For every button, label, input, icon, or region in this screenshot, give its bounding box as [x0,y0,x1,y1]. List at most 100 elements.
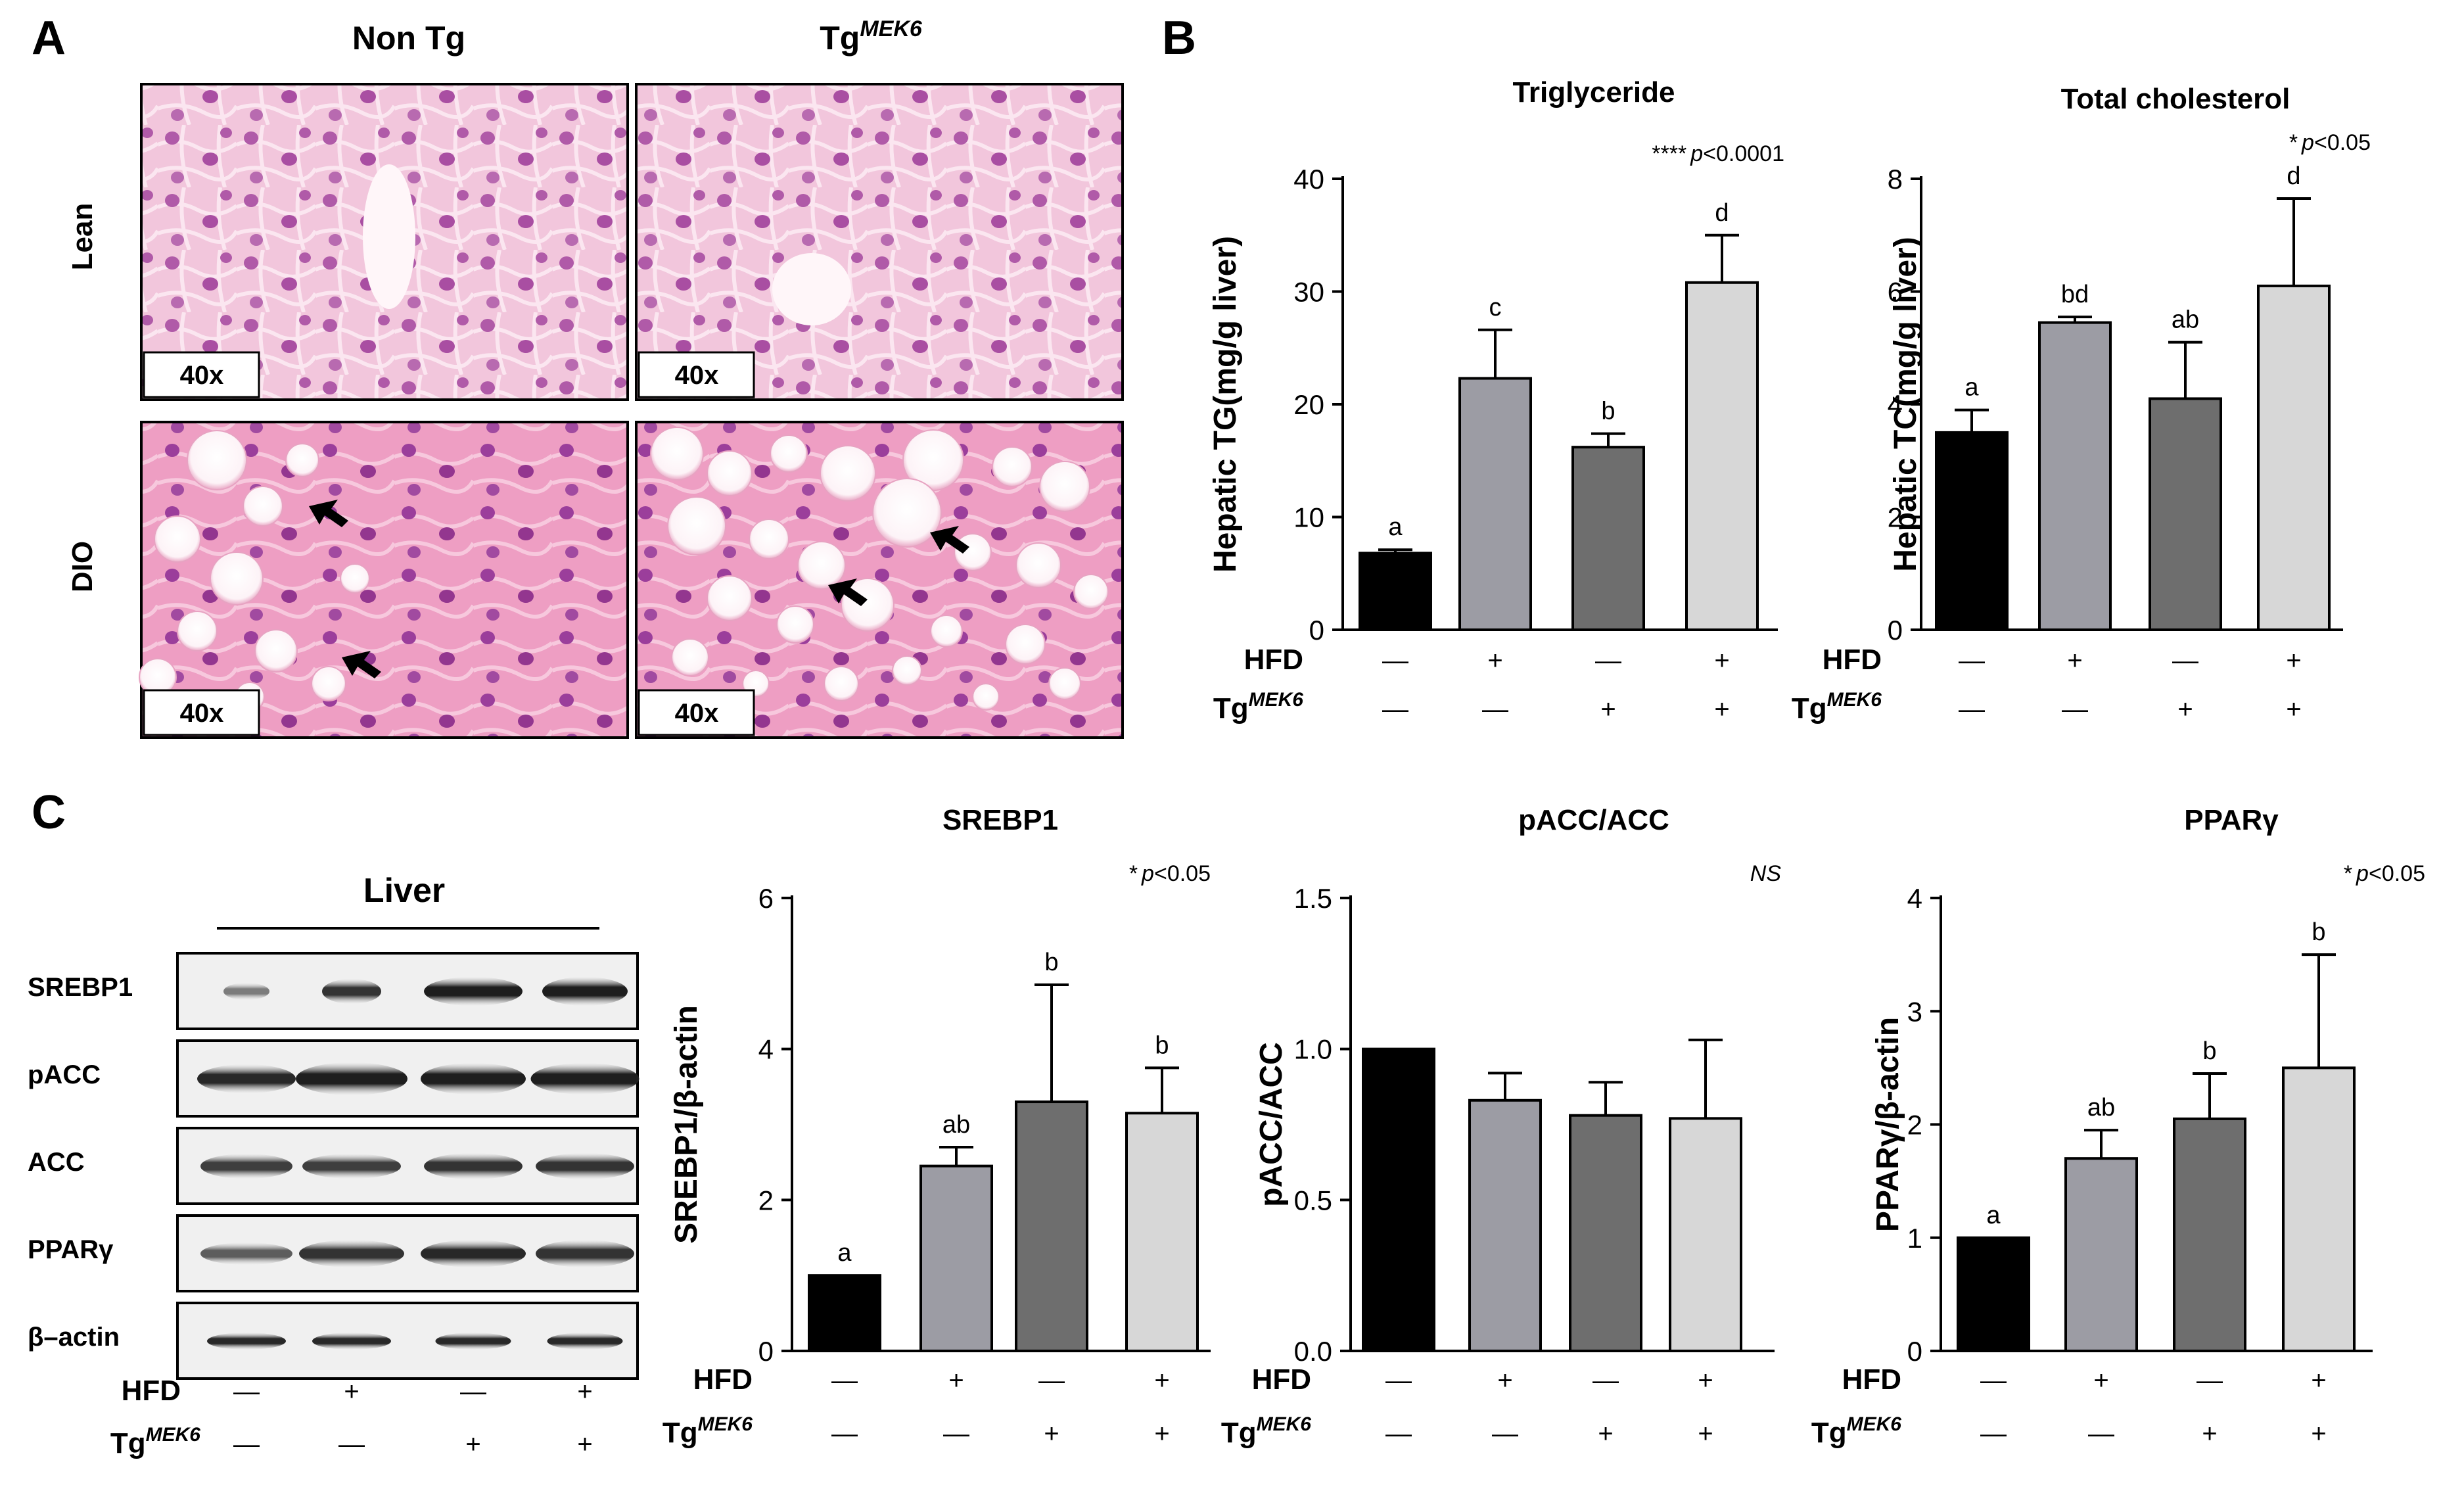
bar-0 [808,1274,881,1352]
stat-value: <0.0001 [1703,141,1784,166]
chart-title: pACC/ACC [1518,804,1669,836]
y-tick-label: 8 [1888,164,1903,195]
row-label-dio: DIO [66,541,99,592]
condition-hfd-mark: — [2172,646,2198,675]
condition-tg-mark: — [2088,1419,2114,1448]
significance-letter: c [1489,294,1502,321]
lipid-vacuole [707,575,753,621]
chart-title: Triglyceride [1512,76,1675,108]
blot-band [197,1064,296,1093]
chart-ppar: PPARγ * p<0.05 PPARγ/β-actin 0 1 2 3 4 a ab b b HFD Tg… [1811,804,2425,1449]
blot-row-4: β–actin [28,1302,639,1380]
condition-tg-mark: + [1598,1419,1613,1448]
magnification-label: 40x [675,361,719,390]
chart-title: PPARγ [2184,804,2279,836]
histology-dio-tg: 40x [635,421,1124,739]
chart-pacc: pACC/ACC NS pACC/ACC 0.0 0.5 1.0 1.5 HFD TgMEK6 —… [1221,804,1781,1449]
bar-1 [1458,377,1532,631]
condition-tg-mark: + [2286,695,2301,724]
significance-letter: bd [2061,281,2089,308]
y-tick-label: 0 [758,1336,774,1367]
significance-letter: d [1715,199,1729,227]
bar-0 [1359,552,1432,632]
condition-hfd-mark: — [1980,1366,2007,1395]
blot-tg-mark: + [465,1430,480,1459]
central-vein [772,253,851,325]
y-tick-label: 10 [1293,502,1324,533]
blot-row-0: SREBP1 [28,952,639,1030]
lipid-vacuole [154,515,201,563]
lipid-vacuole [776,605,814,644]
y-tick-label: 1 [1907,1223,1922,1254]
lipid-vacuole [1039,461,1090,512]
stat-stars: * [1129,861,1138,886]
condition-hfd-mark: + [2311,1366,2326,1395]
tg-sup: MEK6 [698,1413,753,1435]
tg-sup: MEK6 [146,1424,201,1446]
arrow-icon [930,526,969,554]
y-tick-label: 3 [1907,996,1922,1027]
y-axis-label: Hepatic TG(mg/g liver) [1208,236,1243,573]
significance-letter: a [1986,1202,2001,1229]
arrow-icon [342,651,381,678]
stat-stars: **** [1652,141,1686,166]
y-axis-label: pACC/ACC [1254,1042,1289,1207]
blot-tg-mark: — [338,1430,365,1459]
blot-row-label: β–actin [28,1323,120,1352]
col-label-tg: TgMEK6 [820,16,923,57]
blot-band [223,983,269,1000]
bar-3 [2282,1066,2356,1352]
lipid-vacuole [770,435,808,473]
significance-letter: d [2287,162,2300,190]
condition-tg-mark: + [2202,1419,2217,1448]
condition-tg-mark: — [1482,695,1508,724]
blot-condition-label-tg: TgMEK6 [110,1424,200,1459]
condition-label-hfd: HFD [693,1363,753,1396]
blot-band [547,1333,623,1350]
condition-hfd-mark: + [1154,1366,1169,1395]
lipid-vacuole [177,611,218,651]
condition-hfd-mark: — [1592,1366,1619,1395]
bar-0 [1935,431,2009,631]
condition-hfd-mark: + [1714,646,1729,675]
lipid-vacuole [311,666,346,701]
row-label-lean: Lean [66,203,99,271]
magnification-label: 40x [180,361,224,390]
condition-hfd-mark: — [2197,1366,2223,1395]
condition-tg-mark: — [1980,1419,2007,1448]
stat-annotation: * p<0.05 [2289,130,2371,155]
lipid-vacuole [210,552,264,605]
panel-letter-b: B [1162,12,1196,64]
y-tick-label: 20 [1293,389,1324,420]
condition-label-hfd: HFD [1244,644,1303,676]
lipid-vacuole [972,683,1000,711]
lipid-vacuole [671,638,709,676]
blot-row-label: SREBP1 [28,973,133,1002]
blot-band [200,1154,292,1179]
condition-hfd-mark: + [948,1366,964,1395]
condition-label-hfd: HFD [1842,1363,1901,1396]
condition-label-hfd: HFD [1252,1363,1311,1396]
stat-annotation: * p<0.05 [1129,861,1211,886]
y-tick-label: 4 [1888,389,1903,420]
blot-band [421,1063,526,1095]
stat-value: <0.05 [1154,861,1211,886]
condition-hfd-mark: — [831,1366,858,1395]
stat-p: p [2301,130,2314,155]
condition-hfd-mark: — [1038,1366,1065,1395]
chart-title: Total cholesterol [2061,83,2290,115]
y-tick-label: 0.5 [1294,1185,1332,1216]
condition-label-hfd: HFD [1823,644,1882,676]
y-tick-label: 0 [1309,615,1324,646]
arrow-icon [309,500,348,527]
lipid-vacuole [187,430,247,490]
blot-hfd-mark: — [233,1377,260,1406]
bar-2 [2149,397,2222,631]
bar-0 [1957,1236,2030,1352]
lipid-vacuole [340,563,370,594]
lipid-vacuole [930,615,963,648]
bar-2 [1571,446,1645,631]
y-tick-label: 2 [1888,502,1903,533]
stat-stars: * [2289,130,2298,155]
